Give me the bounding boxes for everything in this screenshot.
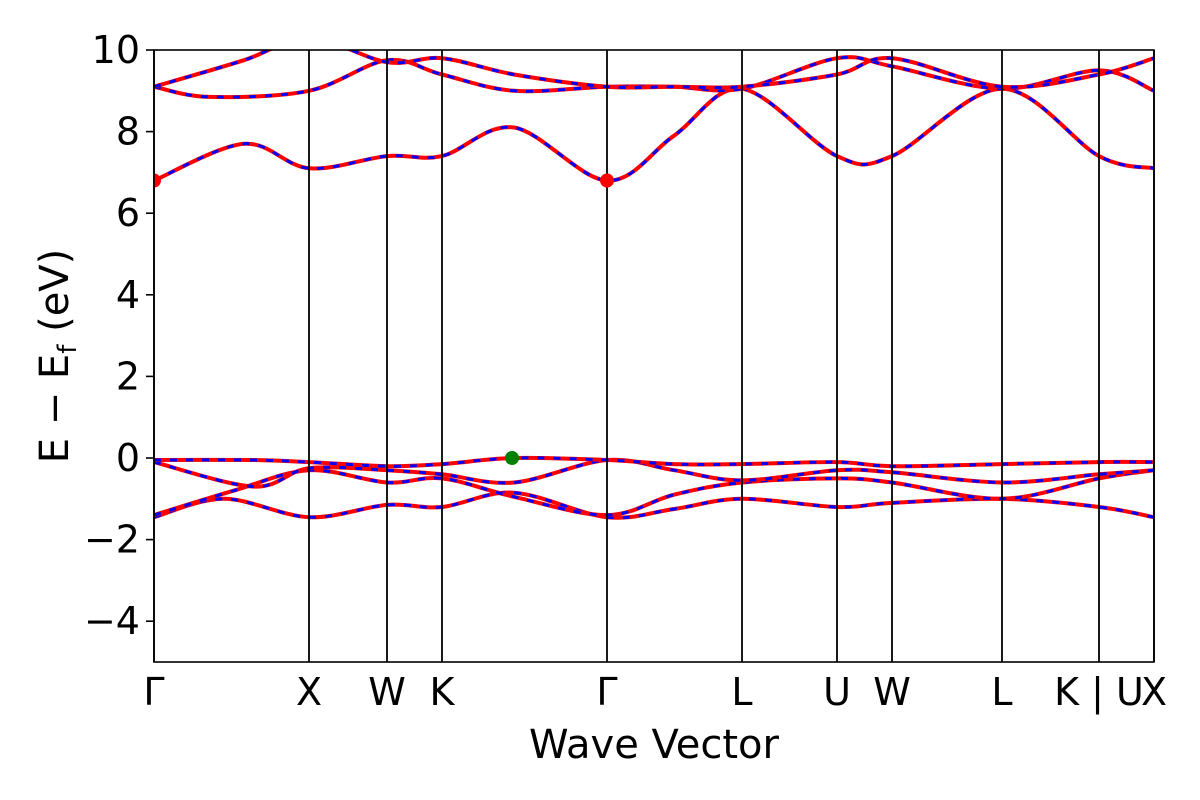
y-tick-label-7: 10	[92, 28, 140, 72]
y-tick-label-1: −2	[84, 518, 140, 562]
cbm-marker-0	[154, 173, 161, 188]
band-dash-1	[154, 468, 1154, 517]
band-line-6	[154, 50, 1154, 90]
y-tick-label-6: 8	[116, 110, 140, 154]
x-tick-label-5: L	[731, 670, 752, 714]
plot-frame	[153, 49, 1155, 663]
y-tick-label-2: 0	[116, 436, 140, 480]
x-tick-label-1: X	[296, 670, 322, 714]
y-tick-label-3: 2	[116, 354, 140, 398]
y-axis-title: E − Ef (eV)	[32, 249, 83, 464]
y-tick-label-0: −4	[84, 599, 140, 643]
band-dash-3	[154, 456, 1154, 468]
vbm-marker-0	[505, 451, 519, 465]
y-axis-title-tail: (eV)	[32, 249, 78, 345]
band-dash-6	[154, 50, 1154, 90]
x-tick-label-8: L	[991, 670, 1012, 714]
cbm-marker-1	[600, 173, 614, 188]
y-tick-label-5: 6	[116, 191, 140, 235]
high-symmetry-lines	[153, 50, 1155, 662]
y-axis-title-main: E − E	[32, 354, 78, 464]
y-axis-ticks: −4 −2 0 2 4 6 8 10	[84, 28, 154, 643]
band-line-0	[154, 490, 1154, 520]
band-line-1	[154, 468, 1154, 518]
x-tick-label-9: K | U	[1054, 670, 1144, 715]
x-tick-label-7: W	[873, 670, 911, 714]
x-tick-label-3: K	[430, 670, 456, 714]
band-line-5	[154, 55, 1154, 100]
band-dash-5	[154, 55, 1154, 99]
band-edge-markers	[154, 173, 614, 465]
y-tick-label-4: 4	[116, 273, 140, 317]
x-tick-label-4: Γ	[596, 670, 617, 714]
x-tick-label-2: W	[368, 670, 406, 714]
y-axis-title-sub: f	[53, 344, 83, 354]
x-axis-title: Wave Vector	[529, 722, 780, 768]
x-tick-label-6: U	[823, 670, 851, 714]
bands-layer	[154, 50, 1154, 520]
x-tick-label-10: X	[1141, 670, 1167, 714]
x-tick-label-0: Γ	[143, 670, 164, 714]
band-dash-4	[154, 87, 1154, 183]
